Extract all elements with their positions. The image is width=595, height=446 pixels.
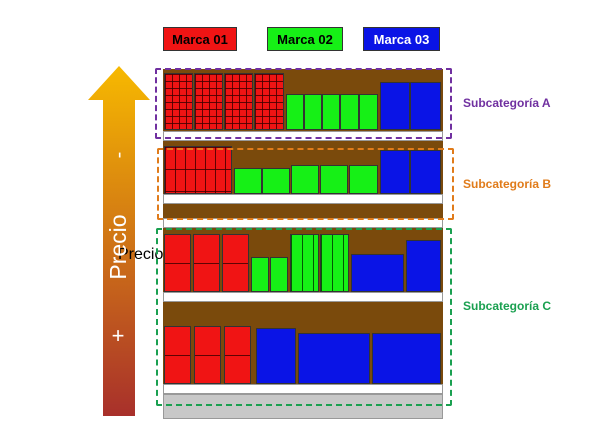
product-block bbox=[304, 94, 322, 130]
product-block bbox=[349, 165, 378, 194]
product-block bbox=[164, 73, 193, 130]
product-block bbox=[322, 94, 340, 130]
price-arrow bbox=[88, 66, 150, 416]
shelf-2-gap bbox=[163, 204, 443, 218]
legend-marca-03: Marca 03 bbox=[363, 27, 440, 51]
product-block bbox=[290, 234, 319, 292]
price-minus-sign: - bbox=[108, 151, 130, 159]
product-block bbox=[194, 73, 223, 130]
shelf-base bbox=[163, 394, 443, 419]
product-block bbox=[359, 94, 378, 130]
product-block bbox=[351, 254, 404, 292]
product-block bbox=[286, 94, 304, 130]
product-block bbox=[262, 168, 290, 194]
product-block bbox=[320, 165, 348, 194]
subcategory-a-box bbox=[155, 68, 452, 139]
product-block bbox=[340, 94, 359, 130]
shelf-1-board bbox=[163, 131, 443, 141]
subcategory-c-box bbox=[156, 228, 452, 406]
product-block bbox=[380, 82, 410, 130]
product-block bbox=[194, 326, 221, 384]
product-block bbox=[222, 234, 249, 292]
product-block bbox=[234, 168, 262, 194]
subcategory-b-box bbox=[157, 148, 454, 220]
product-block bbox=[380, 150, 410, 194]
shelf-3-board bbox=[163, 292, 443, 302]
product-block bbox=[410, 82, 441, 130]
price-arrow-label-text: Precio bbox=[104, 207, 132, 287]
product-block bbox=[372, 333, 441, 384]
product-block bbox=[256, 328, 296, 384]
product-block bbox=[224, 73, 253, 130]
legend-marca-01: Marca 01 bbox=[163, 27, 237, 51]
subcategory-b-label: Subcategoría B bbox=[463, 177, 552, 191]
shelf-2-board bbox=[163, 194, 443, 204]
subcategory-c-label: Subcategoría C bbox=[463, 299, 552, 313]
product-block bbox=[164, 326, 191, 384]
legend-marca-02: Marca 02 bbox=[267, 27, 343, 51]
product-block bbox=[406, 240, 441, 292]
product-block bbox=[193, 234, 220, 292]
product-block bbox=[320, 234, 349, 292]
product-block bbox=[251, 257, 269, 292]
subcategory-a-label: Subcategoría A bbox=[463, 96, 551, 110]
product-block bbox=[410, 150, 441, 194]
product-block bbox=[291, 165, 319, 194]
product-block bbox=[164, 146, 232, 194]
product-block bbox=[224, 326, 251, 384]
price-label: Precio bbox=[105, 214, 131, 280]
product-block bbox=[164, 234, 191, 292]
product-block bbox=[254, 73, 284, 130]
product-block bbox=[270, 257, 288, 292]
shelf-4-board bbox=[163, 384, 443, 394]
product-block bbox=[298, 333, 370, 384]
price-plus-sign: + bbox=[111, 323, 125, 348]
